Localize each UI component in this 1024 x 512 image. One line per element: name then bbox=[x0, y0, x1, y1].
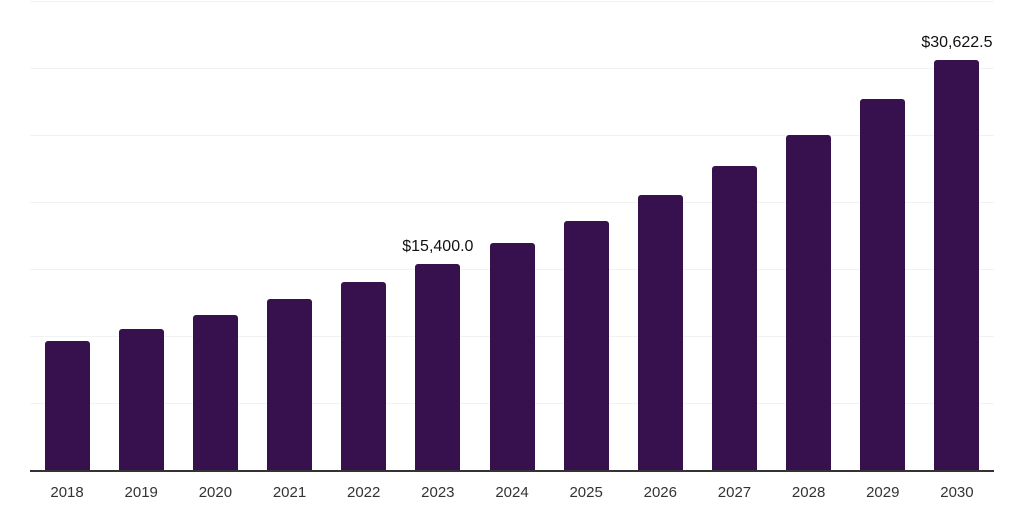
bar-value-label-2023: $15,400.0 bbox=[402, 237, 474, 255]
x-axis-tick-label-2020: 2020 bbox=[198, 484, 233, 501]
x-axis-tick-label-2024: 2024 bbox=[495, 484, 529, 501]
x-axis-tick-label-2023: 2023 bbox=[421, 484, 455, 501]
x-axis-tick-label-2027: 2027 bbox=[717, 484, 752, 501]
x-axis-tick-label-2018: 2018 bbox=[50, 484, 84, 501]
x-axis-tick-label-2030: 2030 bbox=[940, 484, 974, 501]
bar-2021 bbox=[267, 299, 313, 470]
bar-2028 bbox=[786, 135, 832, 470]
x-axis-line bbox=[30, 470, 994, 472]
x-axis-tick-label-2026: 2026 bbox=[643, 484, 677, 501]
bar-2018 bbox=[44, 340, 90, 470]
bar-2019 bbox=[118, 329, 164, 470]
gridline-30000 bbox=[30, 68, 994, 69]
gridline-35000 bbox=[30, 1, 994, 2]
bar-value-label-2030: $30,622.5 bbox=[921, 33, 993, 51]
gridline-20000 bbox=[30, 202, 994, 203]
x-axis-tick-label-2025: 2025 bbox=[569, 484, 603, 501]
bar-2026 bbox=[637, 194, 683, 470]
bar-2029 bbox=[860, 99, 906, 470]
bar-2027 bbox=[711, 166, 757, 470]
bar-2020 bbox=[192, 314, 238, 470]
bar-2030 bbox=[934, 59, 980, 470]
x-axis-tick-label-2019: 2019 bbox=[124, 484, 158, 501]
bar-2022 bbox=[341, 281, 387, 470]
x-axis-tick-label-2028: 2028 bbox=[791, 484, 826, 501]
x-axis-tick-label-2029: 2029 bbox=[866, 484, 900, 501]
gridline-25000 bbox=[30, 135, 994, 136]
x-axis-tick-label-2022: 2022 bbox=[347, 484, 381, 501]
bar-2025 bbox=[563, 220, 609, 470]
x-axis-tick-label-2021: 2021 bbox=[272, 484, 307, 501]
bar-2023 bbox=[415, 263, 461, 470]
bar-2024 bbox=[489, 242, 535, 470]
